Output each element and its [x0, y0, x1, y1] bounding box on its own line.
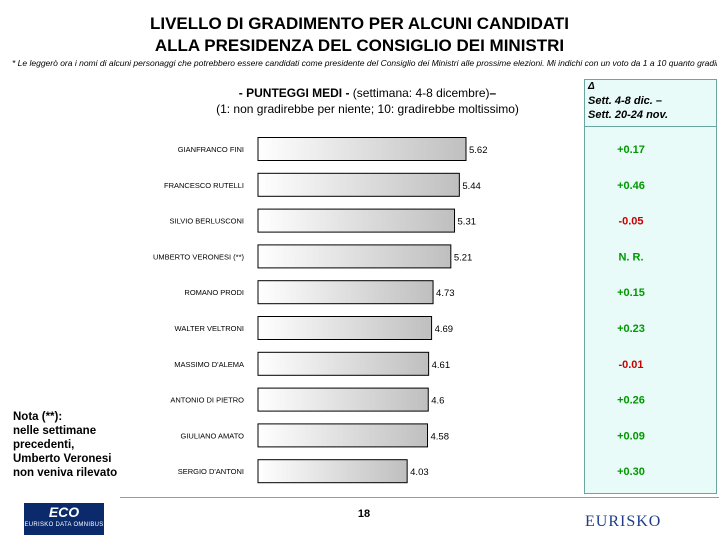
- value-label: 5.62: [469, 145, 488, 156]
- delta-label: +0.09: [617, 430, 645, 442]
- bars-layer: GIANFRANCO FINI 5.62 +0.17 FRANCESCO RUTELL…: [153, 137, 645, 484]
- bar: [257, 387, 429, 412]
- category-label: FRANCESCO RUTELLI: [164, 181, 244, 190]
- note-line-4: Umberto Veronesi: [13, 453, 112, 465]
- value-label: 5.31: [458, 217, 477, 228]
- bar: [257, 280, 434, 305]
- subtitle-dash: –: [489, 86, 497, 100]
- delta-label: +0.15: [617, 287, 645, 299]
- veronesi-note: Nota (**): nelle settimane precedenti, U…: [13, 410, 143, 480]
- value-label: 4.6: [431, 396, 444, 407]
- category-label: SERGIO D'ANTONI: [178, 467, 244, 476]
- note-line-1: Nota (**):: [13, 411, 63, 423]
- bar: [257, 172, 460, 197]
- category-label: UMBERTO VERONESI (**): [153, 252, 244, 261]
- bar: [257, 137, 467, 161]
- subtitle-bold: - PUNTEGGI MEDI -: [238, 86, 350, 100]
- delta-panel-divider: [584, 126, 717, 127]
- subtitle-dates: (settimana: 4-8 dicembre): [349, 86, 490, 100]
- note-line-5: non veniva rilevato: [13, 467, 118, 479]
- category-label: GIANFRANCO FINI: [178, 145, 244, 154]
- delta-panel: [584, 79, 717, 494]
- footer-divider: [120, 497, 719, 498]
- value-label: 4.61: [432, 360, 451, 371]
- question-footnote: * Le leggerò ora i nomi di alcuni person…: [12, 58, 717, 68]
- delta-label: +0.17: [617, 144, 645, 156]
- value-label: 4.03: [410, 467, 429, 478]
- category-label: WALTER VELTRONI: [175, 324, 244, 333]
- value-label: 4.69: [435, 324, 454, 335]
- value-label: 5.21: [454, 252, 473, 263]
- delta-label: N. R.: [618, 251, 643, 263]
- value-label: 4.73: [436, 288, 455, 299]
- subtitle-line-2: (1: non gradirebbe per niente; 10: gradi…: [216, 102, 519, 116]
- delta-header-line-2: Sett. 20-24 nov.: [588, 109, 669, 121]
- eurisko-logo: EURISKO: [585, 513, 662, 530]
- delta-header: Δ Sett. 4-8 dic. – Sett. 20-24 nov.: [588, 80, 713, 122]
- delta-label: +0.26: [617, 395, 645, 407]
- delta-header-line-1: Sett. 4-8 dic. –: [588, 95, 662, 107]
- bar: [257, 316, 433, 340]
- chart-title-line-2: ALLA PRESIDENZA DEL CONSIGLIO DEI MINIST…: [154, 36, 565, 55]
- eco-logo-text: ECO: [48, 504, 80, 520]
- eco-logo: ECO EURISKO DATA OMNIBUS: [24, 503, 104, 535]
- bar: [257, 351, 430, 376]
- category-label: GIULIANO AMATO: [181, 431, 245, 440]
- delta-label: +0.30: [617, 466, 645, 478]
- bar: [257, 208, 456, 233]
- chart-title-line-1: LIVELLO DI GRADIMENTO PER ALCUNI CANDIDA…: [149, 14, 569, 33]
- value-label: 4.58: [431, 431, 450, 442]
- category-label: ROMANO PRODI: [184, 288, 244, 297]
- subtitle-line-1: - PUNTEGGI MEDI - (settimana: 4-8 dicemb…: [170, 86, 565, 100]
- delta-label: +0.23: [617, 323, 645, 335]
- bar: [257, 423, 429, 448]
- note-line-3: precedenti,: [13, 439, 75, 451]
- delta-label: -0.05: [618, 216, 643, 228]
- note-line-2: nelle settimane: [13, 425, 97, 437]
- bar: [257, 244, 452, 269]
- bar: [257, 459, 408, 484]
- category-label: MASSIMO D'ALEMA: [174, 360, 244, 369]
- delta-icon: Δ: [588, 81, 595, 92]
- delta-label: -0.01: [618, 359, 643, 371]
- eco-logo-subtext: EURISKO DATA OMNIBUS: [24, 522, 104, 528]
- page-number: 18: [357, 508, 371, 520]
- value-label: 5.44: [462, 181, 481, 192]
- category-label: ANTONIO DI PIETRO: [170, 396, 244, 405]
- delta-label: +0.46: [617, 180, 645, 192]
- category-label: SILVIO BERLUSCONI: [170, 217, 244, 226]
